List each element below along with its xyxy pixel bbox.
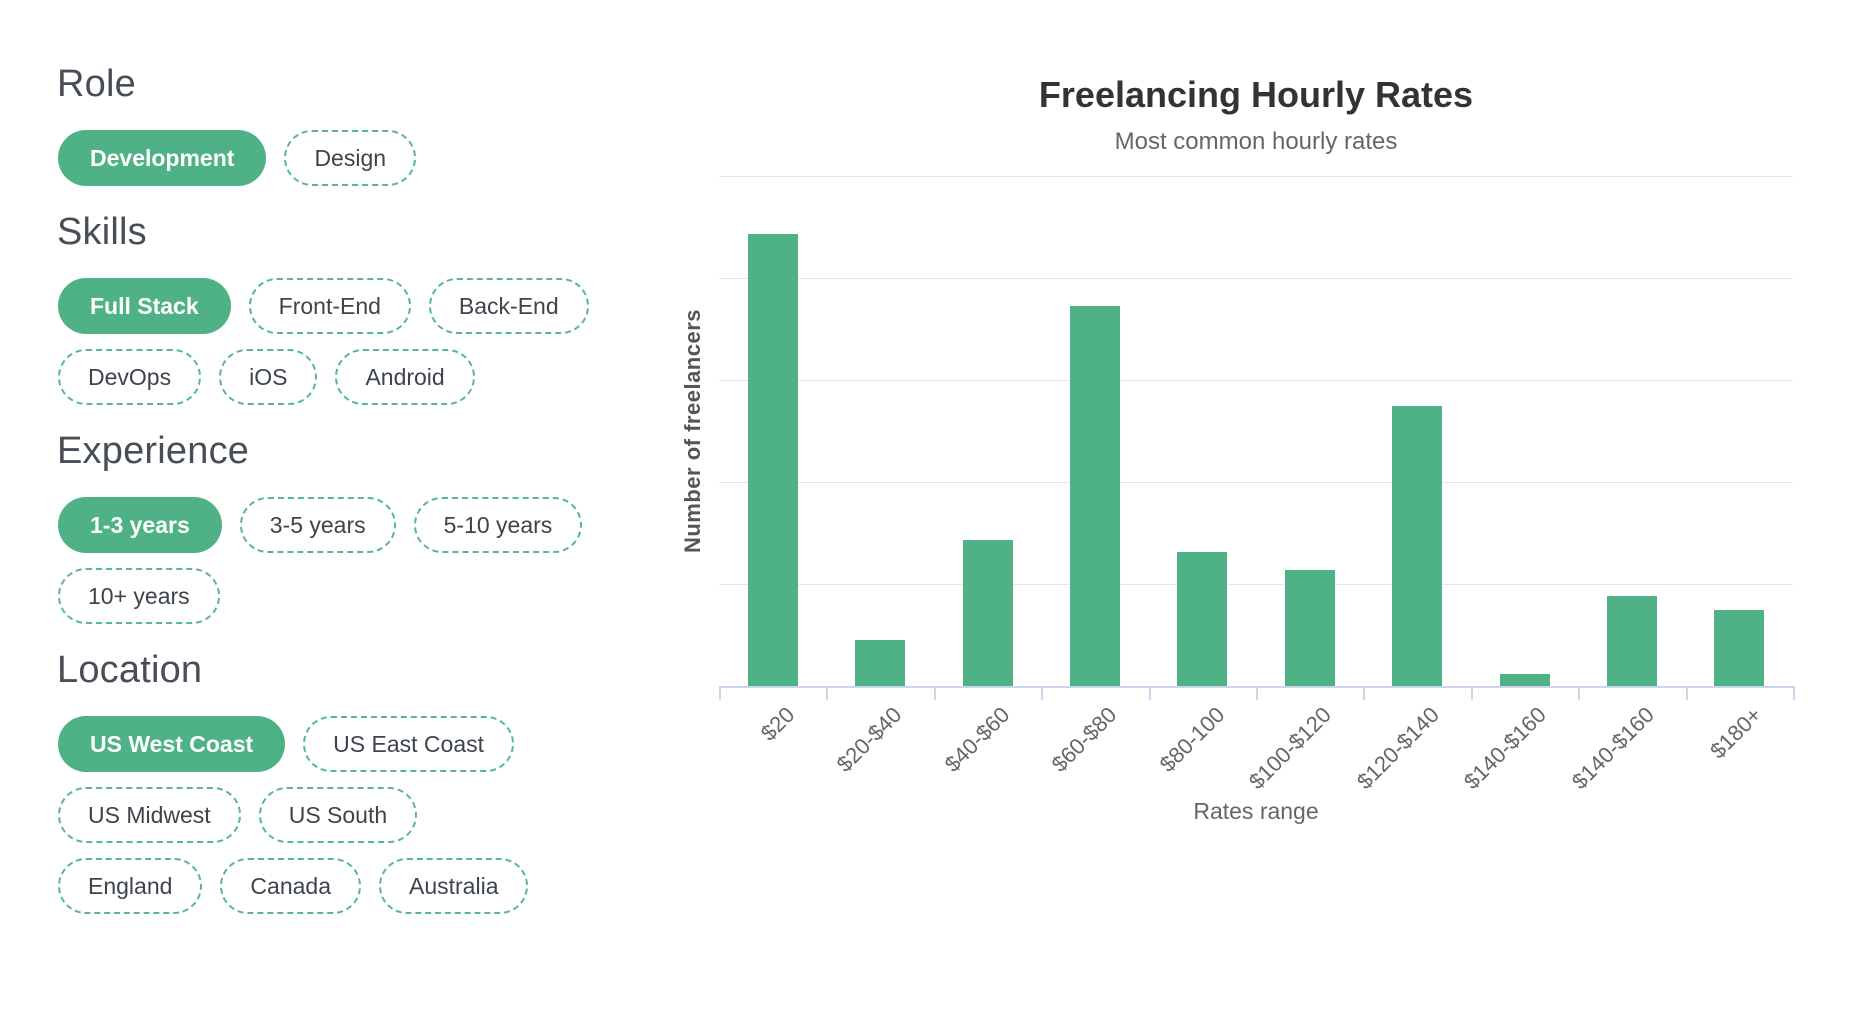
x-axis-tick	[1578, 688, 1581, 700]
x-tick-label-6: $120-$140	[1351, 702, 1444, 795]
x-axis-tick	[826, 688, 829, 700]
filter-pill-australia[interactable]: Australia	[379, 858, 529, 914]
filter-section-skills: Skills Full Stack Front-End Back-End DevOps i…	[57, 210, 589, 405]
section-heading-location: Location	[57, 649, 203, 691]
x-tick-label-1: $20-$40	[832, 702, 907, 777]
gridline	[719, 584, 1793, 585]
filter-pill-us-south[interactable]: US South	[258, 787, 418, 843]
pill-row: 1-3 years 3-5 years 5-10 years	[58, 497, 588, 553]
x-axis-tick	[1685, 688, 1688, 700]
filter-pill-england[interactable]: England	[58, 858, 203, 914]
pill-row: Development Design	[58, 130, 588, 186]
filter-pill-back-end[interactable]: Back-End	[428, 278, 589, 334]
chart-title: Freelancing Hourly Rates	[1038, 74, 1474, 115]
x-axis-tick	[1470, 688, 1473, 700]
filter-pill-us-west-coast[interactable]: US West Coast	[58, 716, 286, 772]
x-axis-tick	[719, 688, 721, 700]
x-axis-tick	[1256, 688, 1258, 700]
gridline	[719, 482, 1793, 483]
gridline	[719, 176, 1793, 177]
filter-pill-us-east-coast[interactable]: US East Coast	[303, 716, 515, 772]
filter-section-location: Location US West Coast US East Coast US Mid…	[57, 648, 588, 914]
filter-pill-design[interactable]: Design	[284, 130, 417, 186]
filter-pill-10-years[interactable]: 10+ years	[58, 568, 220, 624]
x-tick-label-3: $60-$80	[1046, 702, 1122, 777]
filter-pill-development[interactable]: Development	[58, 130, 267, 186]
y-axis-title: Number of freelancers	[680, 308, 705, 554]
filter-section-role: Role Development Design	[57, 62, 588, 186]
gridline	[719, 278, 1793, 279]
x-axis-tick	[1041, 688, 1044, 700]
bar-40-60-2[interactable]	[962, 540, 1013, 686]
pill-row: Full Stack Front-End Back-End	[58, 278, 589, 334]
pill-row: DevOps iOS Android	[58, 349, 588, 405]
x-axis-title: Rates range	[1193, 798, 1319, 824]
x-tick-label-7: $140-$160	[1459, 702, 1552, 795]
filter-pill-ios[interactable]: iOS	[219, 349, 318, 405]
pill-row: US West Coast US East Coast	[58, 716, 588, 772]
filter-pill-3-5-years[interactable]: 3-5 years	[239, 497, 396, 553]
x-tick-label-4: $80-100	[1154, 702, 1229, 777]
gridline	[719, 380, 1793, 381]
bar-180-9[interactable]	[1714, 609, 1765, 686]
bar-20-0[interactable]	[747, 234, 798, 686]
x-tick-label-9: $180+	[1704, 702, 1766, 764]
section-heading-skills: Skills	[57, 211, 147, 253]
pill-row: US Midwest US South	[58, 787, 588, 843]
bar-80-100-4[interactable]	[1177, 552, 1228, 686]
bar-120-140-6[interactable]	[1392, 405, 1443, 686]
section-heading-role: Role	[57, 63, 136, 105]
bar-140-160-7[interactable]	[1499, 673, 1550, 686]
x-tick-label-2: $40-$60	[939, 702, 1015, 777]
filter-pill-us-midwest[interactable]: US Midwest	[58, 787, 241, 843]
filter-pill-android[interactable]: Android	[335, 349, 475, 405]
x-axis-tick	[1148, 688, 1151, 700]
section-heading-experience: Experience	[57, 430, 250, 472]
bar-140-160-8[interactable]	[1606, 596, 1657, 686]
filter-pill-devops[interactable]: DevOps	[58, 349, 202, 405]
filter-section-experience: Experience 1-3 years 3-5 years 5-10 years 10…	[57, 429, 588, 624]
filter-pill-full-stack[interactable]: Full Stack	[58, 278, 231, 334]
x-axis-tick	[1363, 688, 1366, 700]
bar-20-40-1[interactable]	[855, 640, 906, 686]
x-tick-label-8: $140-$160	[1566, 702, 1659, 795]
chart-subtitle: Most common hourly rates	[1114, 128, 1398, 155]
filter-pill-1-3-years[interactable]: 1-3 years	[58, 497, 222, 553]
pill-row: 10+ years	[58, 568, 588, 624]
x-axis-tick	[1793, 688, 1795, 700]
x-axis-tick	[933, 688, 936, 700]
filter-sidebar: Role Development Design Skills Full Stack Fro…	[57, 62, 589, 938]
filter-pill-front-end[interactable]: Front-End	[248, 278, 411, 334]
bar-100-120-5[interactable]	[1284, 569, 1335, 686]
pill-row: England Canada Australia	[58, 858, 588, 914]
x-tick-label-5: $100-$120	[1244, 702, 1337, 795]
x-tick-label-0: $20	[755, 702, 800, 746]
filter-pill-5-10-years[interactable]: 5-10 years	[413, 497, 583, 553]
bar-60-80-3[interactable]	[1069, 305, 1120, 686]
x-axis-line	[719, 686, 1795, 688]
filter-pill-canada[interactable]: Canada	[220, 858, 361, 914]
